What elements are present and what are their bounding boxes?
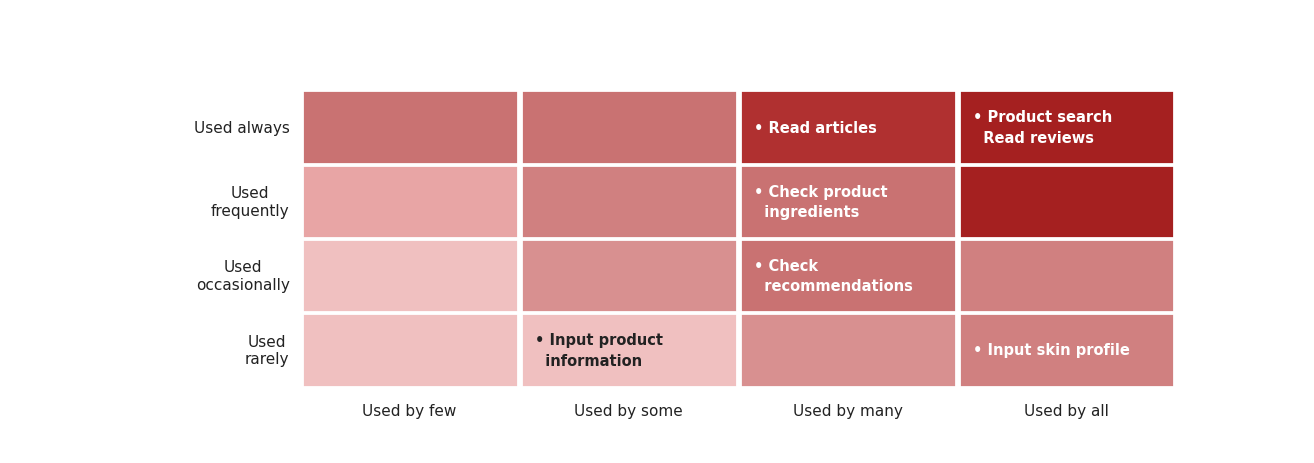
- Bar: [740, 91, 955, 164]
- Bar: [302, 239, 518, 313]
- Bar: [740, 313, 955, 387]
- Text: • Input skin profile: • Input skin profile: [972, 343, 1130, 358]
- Bar: [959, 239, 1175, 313]
- Text: Used
rarely: Used rarely: [244, 334, 289, 366]
- Text: • Product search
  Read reviews: • Product search Read reviews: [972, 110, 1112, 145]
- Bar: [740, 165, 955, 238]
- Bar: [959, 313, 1175, 387]
- Text: • Read articles: • Read articles: [754, 120, 876, 135]
- Bar: [740, 239, 955, 313]
- Text: • Input product
  information: • Input product information: [535, 332, 664, 368]
- Bar: [520, 165, 737, 238]
- Text: Used by few: Used by few: [363, 403, 457, 418]
- Bar: [302, 313, 518, 387]
- Text: • Check product
  ingredients: • Check product ingredients: [754, 184, 887, 219]
- Text: Used by many: Used by many: [792, 403, 903, 418]
- Bar: [302, 91, 518, 164]
- Bar: [302, 165, 518, 238]
- Text: Used always: Used always: [193, 120, 289, 135]
- Text: Used by all: Used by all: [1024, 403, 1109, 418]
- Text: • Check
  recommendations: • Check recommendations: [754, 258, 913, 294]
- Bar: [520, 313, 737, 387]
- Bar: [959, 165, 1175, 238]
- Text: Used
occasionally: Used occasionally: [196, 260, 289, 292]
- Text: Used
frequently: Used frequently: [210, 186, 289, 218]
- Text: Used by some: Used by some: [574, 403, 683, 418]
- Bar: [520, 91, 737, 164]
- Bar: [959, 91, 1175, 164]
- Bar: [520, 239, 737, 313]
